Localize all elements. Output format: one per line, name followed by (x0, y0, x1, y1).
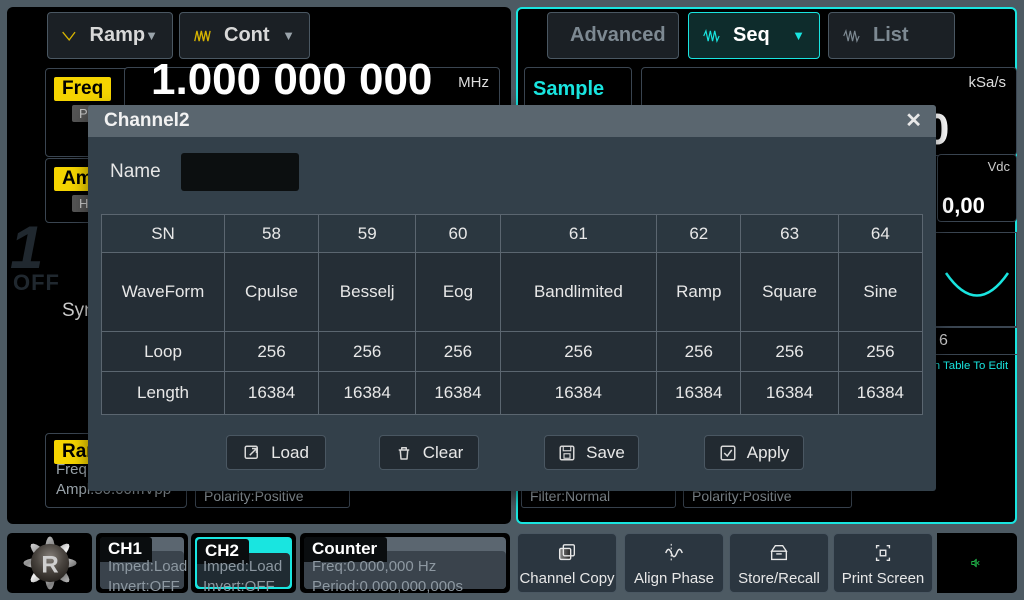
svg-text:R: R (41, 551, 58, 578)
